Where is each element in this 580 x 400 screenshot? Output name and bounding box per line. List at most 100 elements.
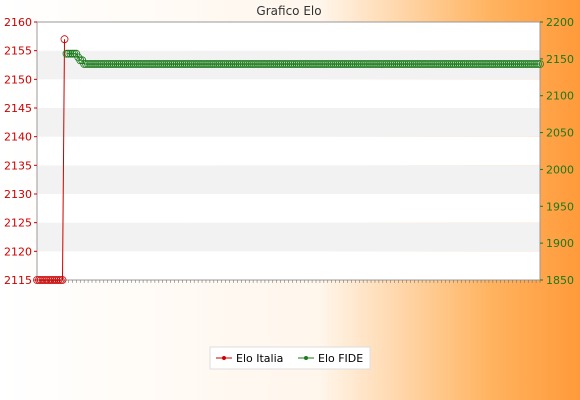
data-point [302,60,311,68]
data-point [337,60,346,68]
data-point [488,60,497,68]
data-point [90,60,98,68]
data-point [500,60,509,68]
data-point [398,60,407,68]
data-point [402,60,411,68]
data-point [276,60,285,68]
data-point [86,60,94,68]
data-point [156,60,165,68]
right-tick-label: 2050 [546,127,574,140]
data-point [331,60,340,68]
right-tick-label: 1850 [546,274,574,287]
data-point [145,60,153,68]
data-point [268,60,277,68]
data-point [526,60,535,68]
grid-band [37,22,540,51]
data-point [345,60,354,68]
data-point [386,60,395,68]
data-point [84,60,92,68]
data-point [123,60,132,68]
data-point [512,60,521,68]
data-point [300,60,309,68]
data-point [506,60,515,68]
data-point [60,35,69,44]
data-point [229,60,238,68]
data-point [54,276,63,284]
data-point [105,60,114,68]
data-point [427,60,436,68]
data-point [137,60,146,68]
data-point [259,60,267,68]
data-point [196,60,205,68]
data-point [82,60,90,68]
data-point [479,60,487,68]
data-point [327,60,336,68]
data-point [494,60,503,68]
legend-marker-elo-italia [222,356,226,360]
data-point [247,60,256,68]
data-point [148,60,157,68]
data-point [211,60,220,68]
data-point [35,276,43,284]
data-point [190,60,199,68]
data-point [209,60,218,68]
data-point [227,60,236,68]
data-point [186,60,195,68]
data-point [150,60,159,68]
data-point [168,60,177,68]
data-point [484,60,493,68]
data-point [282,60,291,68]
data-point [99,60,108,68]
grid-band [37,136,540,166]
data-point [188,60,197,68]
data-point [457,60,466,68]
data-point [369,60,377,68]
data-point [180,60,189,68]
grid-band [37,222,540,252]
data-point [253,60,262,68]
data-point [135,60,144,68]
right-tick-label: 1900 [546,237,574,250]
data-point [213,60,222,68]
data-point [251,60,260,68]
data-point [241,60,250,68]
data-point [498,60,507,68]
data-point [465,60,474,68]
data-point [414,60,423,68]
data-point [48,276,57,284]
series-elo-italia [33,35,69,284]
grid-band [37,108,540,137]
data-point [412,60,421,68]
data-point [378,60,387,68]
legend-label-elo-fide: Elo FIDE [318,352,363,365]
grid-band [37,79,540,108]
data-point [502,60,511,68]
data-point [94,60,102,68]
data-point [420,60,429,68]
data-point [429,60,438,68]
data-point [404,60,413,68]
data-point [306,60,315,68]
data-point [58,276,67,284]
data-point [133,60,142,68]
data-point [274,60,283,68]
data-point [109,60,118,68]
data-point [166,60,175,68]
data-point [97,60,106,68]
data-point [280,60,289,68]
data-point [37,276,45,284]
data-point [449,60,458,68]
data-point [107,60,116,68]
data-point [170,60,179,68]
right-tick-label: 1950 [546,200,574,213]
data-point [278,60,287,68]
data-point [473,60,482,68]
data-point [131,60,140,68]
data-point [172,60,181,68]
data-point [471,60,480,68]
data-point [357,60,366,68]
data-point [363,60,372,68]
data-point [351,60,360,68]
left-tick-label: 2135 [4,159,32,172]
